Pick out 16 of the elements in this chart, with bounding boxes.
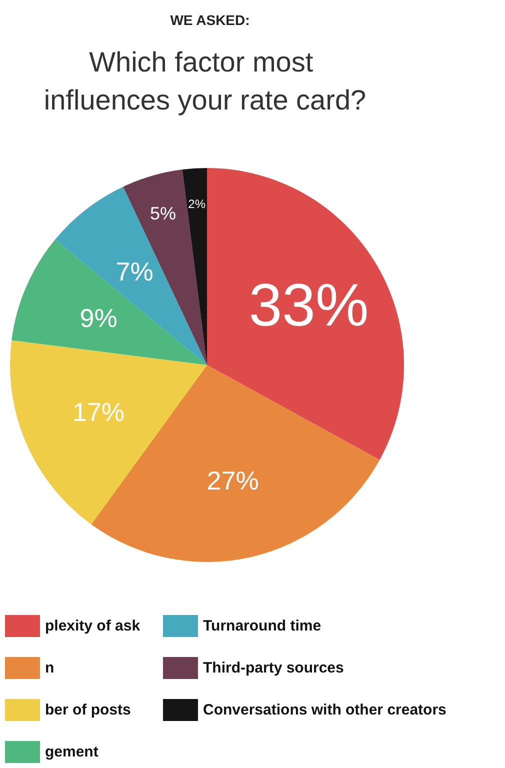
- legend-label: plexity of ask: [45, 618, 141, 634]
- legend-label: Turnaround time: [203, 618, 322, 634]
- legend-label: ber of posts: [45, 702, 131, 718]
- data-label: 27%: [206, 465, 259, 496]
- legend-label: gement: [45, 744, 98, 760]
- data-label: 17%: [72, 396, 125, 427]
- legend-label: n: [45, 660, 54, 676]
- chart-subtitle: WE ASKED:: [170, 12, 250, 28]
- data-label: 9%: [80, 303, 118, 334]
- data-label: 2%: [188, 196, 206, 211]
- data-label: 5%: [150, 204, 176, 224]
- data-label: 33%: [248, 271, 369, 338]
- legend-label: Third-party sources: [203, 660, 344, 676]
- legend-label: Conversations with other creators: [203, 702, 446, 718]
- data-label: 7%: [116, 256, 154, 287]
- chart-title: Which factor most influences your rate card?: [44, 46, 366, 116]
